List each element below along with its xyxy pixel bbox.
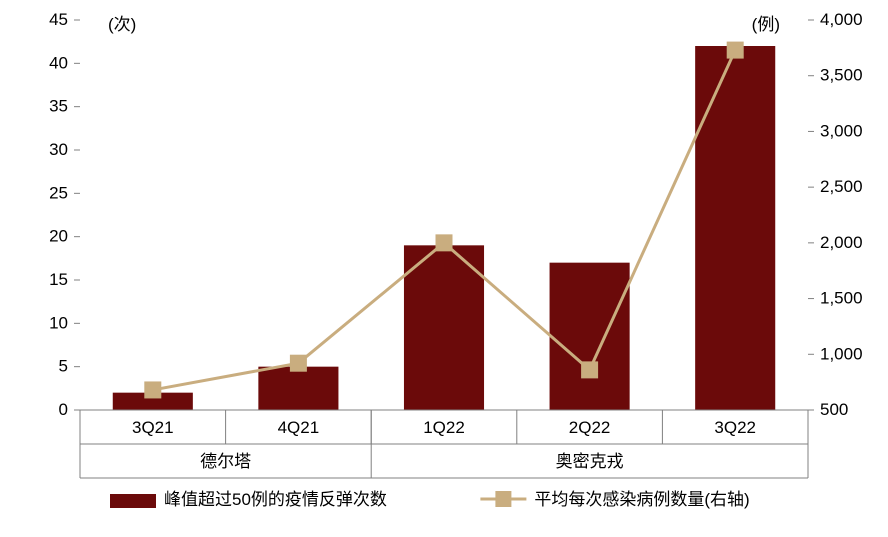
legend-line-marker [495,491,511,507]
line-marker [436,235,452,251]
y-left-label: 5 [59,357,68,376]
y-right-label: 1,000 [820,344,863,363]
legend-bar-label: 峰值超过50例的疫情反弹次数 [164,490,387,509]
category-label: 3Q21 [132,418,174,437]
left-unit-label: (次) [108,15,136,34]
y-left-label: 35 [49,97,68,116]
y-left-label: 20 [49,227,68,246]
chart-container: 0 5 10 15 20 25 30 35 40 45 500 1,000 1,500 2,000 2,50… [0,0,888,537]
bar [550,263,630,410]
y-left-label: 15 [49,270,68,289]
y-left-label: 0 [59,400,68,419]
category-label: 3Q22 [714,418,756,437]
y-left-label: 40 [49,53,68,72]
category-label: 1Q22 [423,418,465,437]
y-right-label: 3,500 [820,66,863,85]
bar [258,367,338,410]
line-marker [727,42,743,58]
category-label: 2Q22 [569,418,611,437]
y-left-label: 10 [49,313,68,332]
y-right-label: 4,000 [820,10,863,29]
y-right-label: 3,000 [820,121,863,140]
line-marker [290,355,306,371]
bar [404,245,484,410]
y-left-label: 25 [49,183,68,202]
legend-line-label: 平均每次感染病例数量(右轴) [534,490,749,509]
category-label: 4Q21 [278,418,320,437]
combo-chart: 0 5 10 15 20 25 30 35 40 45 500 1,000 1,500 2,000 2,50… [0,0,888,537]
y-right-label: 1,500 [820,289,863,308]
y-left-label: 30 [49,140,68,159]
y-left-label: 45 [49,10,68,29]
y-right-label: 2,000 [820,233,863,252]
right-unit-label: (例) [752,15,780,34]
bar [695,46,775,410]
legend-bar-swatch [110,494,156,508]
group-label: 德尔塔 [200,452,251,471]
group-label: 奥密克戎 [556,452,624,471]
y-right-label: 500 [820,400,848,419]
line-marker [145,382,161,398]
y-right-label: 2,500 [820,177,863,196]
line-marker [582,362,598,378]
